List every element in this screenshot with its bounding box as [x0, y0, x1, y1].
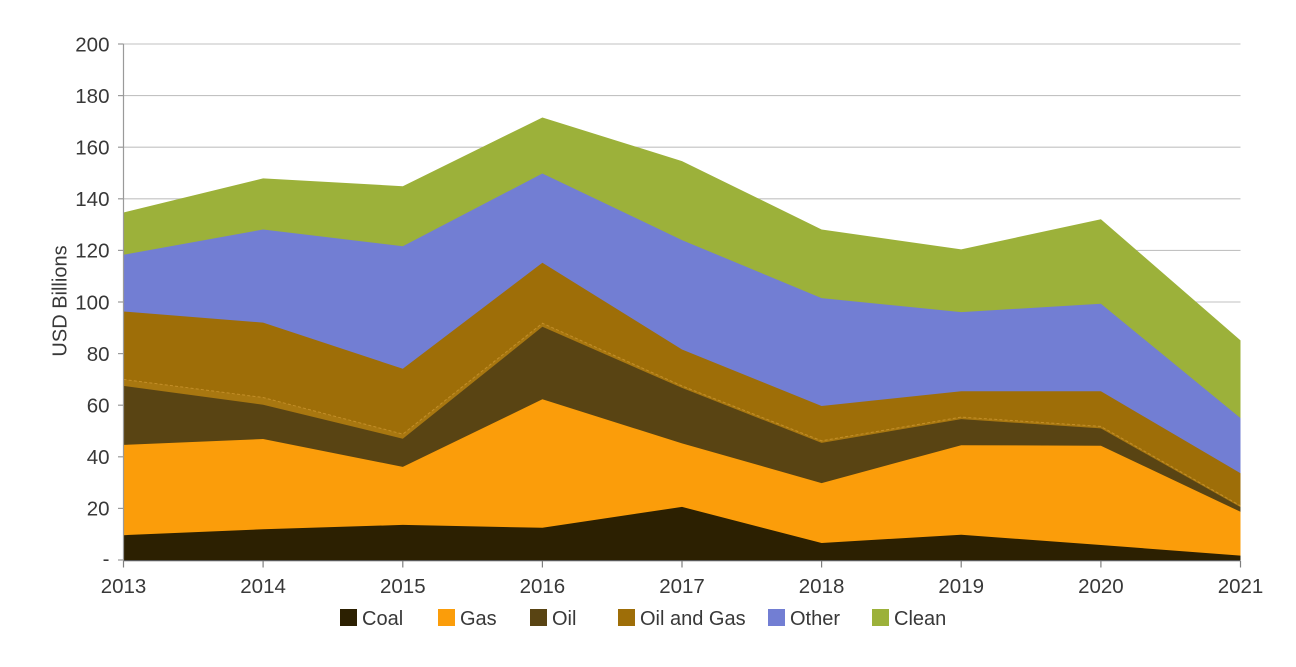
svg-text:80: 80 — [87, 343, 110, 366]
svg-text:2016: 2016 — [520, 575, 566, 598]
svg-text:20: 20 — [87, 498, 110, 521]
svg-text:2018: 2018 — [799, 575, 845, 598]
svg-text:Oil and Gas: Oil and Gas — [640, 608, 746, 630]
svg-text:Coal: Coal — [362, 608, 403, 630]
svg-text:USD Billions: USD Billions — [50, 245, 72, 356]
svg-text:Oil: Oil — [552, 608, 576, 630]
svg-text:Gas: Gas — [460, 608, 497, 630]
svg-text:120: 120 — [75, 240, 109, 263]
svg-text:60: 60 — [87, 395, 110, 418]
svg-text:2015: 2015 — [380, 575, 426, 598]
svg-text:2019: 2019 — [938, 575, 984, 598]
svg-text:2021: 2021 — [1218, 575, 1264, 598]
svg-text:40: 40 — [87, 446, 110, 469]
svg-text:2020: 2020 — [1078, 575, 1124, 598]
svg-text:2013: 2013 — [101, 575, 147, 598]
svg-text:200: 200 — [75, 33, 109, 56]
svg-text:160: 160 — [75, 137, 109, 160]
svg-text:180: 180 — [75, 85, 109, 108]
svg-text:Clean: Clean — [894, 608, 946, 630]
svg-text:2014: 2014 — [240, 575, 286, 598]
svg-text:Other: Other — [790, 608, 840, 630]
svg-text:140: 140 — [75, 188, 109, 211]
svg-text:100: 100 — [75, 291, 109, 314]
svg-text:2017: 2017 — [659, 575, 705, 598]
svg-text:-: - — [103, 548, 110, 571]
